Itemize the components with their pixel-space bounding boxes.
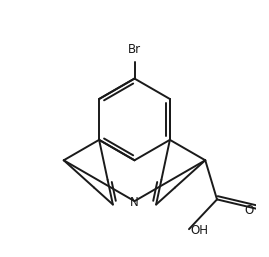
Text: O: O — [245, 204, 254, 217]
Text: OH: OH — [190, 224, 208, 237]
Text: Br: Br — [128, 43, 141, 57]
Text: N: N — [130, 196, 139, 209]
